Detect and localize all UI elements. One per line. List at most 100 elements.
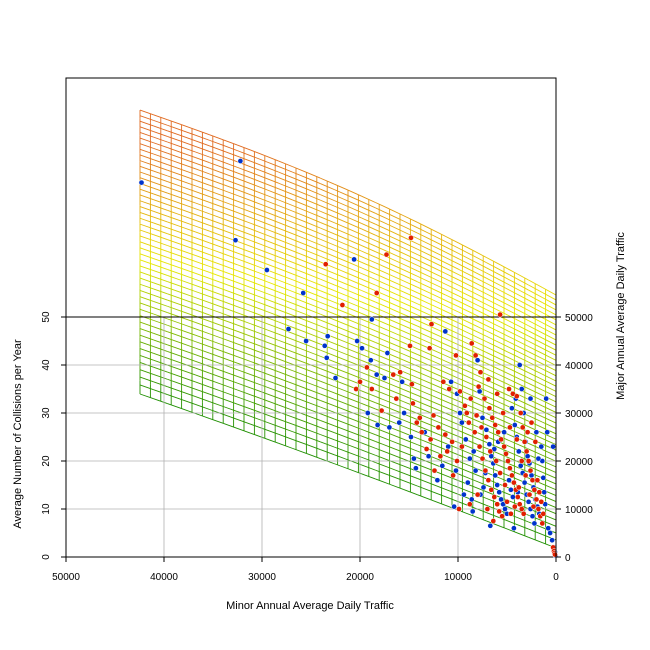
surface-arc: [139, 315, 155, 321]
surface-arc: [278, 239, 293, 246]
surface-arc: [458, 322, 473, 331]
surface-arc: [264, 245, 279, 252]
surface-arc: [278, 404, 293, 411]
data-point: [535, 455, 542, 462]
data-point: [494, 390, 501, 397]
surface-arc: [389, 252, 404, 260]
surface-arc: [389, 475, 404, 482]
surface-arc: [236, 206, 252, 213]
surface-arc: [458, 269, 474, 277]
surface-arc: [347, 324, 363, 332]
surface-arc: [361, 473, 376, 480]
surface-arc: [375, 441, 390, 448]
data-point: [232, 237, 239, 244]
surface-arc: [181, 256, 196, 262]
surface-arc: [541, 327, 557, 336]
surface-arc: [541, 302, 557, 311]
surface-arc: [361, 195, 376, 204]
surface-arc: [264, 292, 279, 299]
surface-arc: [403, 425, 418, 433]
surface-arc: [528, 448, 543, 456]
surface-arc: [209, 289, 224, 296]
surface-arc: [389, 208, 404, 217]
surface-arc: [375, 353, 390, 361]
surface-arc: [278, 160, 293, 168]
surface-arc: [223, 189, 238, 196]
data-point: [496, 508, 503, 515]
surface-arc: [139, 194, 155, 201]
data-point: [503, 450, 509, 457]
surface-arc: [333, 189, 349, 196]
surface-arc: [181, 169, 196, 175]
surface-arc: [264, 233, 279, 241]
surface-arc: [223, 161, 238, 168]
surface-arc: [306, 177, 321, 185]
surface-arc: [375, 396, 390, 403]
surface-arc: [139, 171, 155, 178]
surface-arc: [472, 276, 487, 284]
surface-arc: [500, 442, 515, 450]
data-point: [440, 378, 447, 385]
surface-arc: [528, 536, 543, 543]
surface-arc: [320, 449, 335, 456]
data-point: [462, 436, 469, 443]
x-tick-label: 30000: [248, 572, 276, 583]
surface-arc: [458, 366, 473, 374]
surface-arc: [347, 272, 363, 280]
surface-arc: [333, 446, 349, 453]
surface-arc: [167, 364, 182, 371]
data-point: [547, 530, 553, 536]
surface-arc: [264, 298, 279, 305]
surface-arc: [139, 109, 155, 116]
surface-arc: [292, 250, 307, 257]
surface-arc: [389, 446, 404, 453]
surface-arc: [458, 430, 473, 437]
surface-arc: [389, 460, 404, 467]
surface-arc: [528, 528, 543, 535]
surface-arc: [417, 237, 432, 246]
data-point: [504, 498, 510, 505]
surface-arc: [458, 344, 473, 352]
surface-arc: [320, 177, 335, 185]
surface-arc: [500, 453, 515, 461]
surface-arc: [514, 414, 529, 422]
surface-arc: [139, 277, 155, 284]
surface-arc: [139, 341, 155, 348]
surface-arc: [444, 267, 460, 276]
surface-arc: [444, 496, 460, 503]
surface-arc: [541, 471, 557, 479]
surface-arc: [320, 337, 335, 344]
surface-arc: [209, 260, 224, 266]
surface-arc: [458, 487, 473, 494]
surface-arc: [264, 385, 279, 392]
surface-arc: [306, 388, 321, 395]
surface-arc: [167, 371, 182, 378]
surface-arc: [181, 286, 196, 292]
y-axis-title: Average Number of Collisions per Year: [12, 339, 24, 529]
surface-arc: [333, 227, 349, 235]
data-point: [462, 402, 468, 409]
surface-arc: [361, 206, 376, 214]
surface-arc: [236, 276, 252, 283]
surface-arc: [153, 276, 168, 283]
surface-arc: [417, 264, 432, 273]
surface-arc: [347, 244, 363, 252]
surface-arc: [195, 231, 210, 238]
data-point: [453, 352, 459, 359]
surface-arc: [389, 307, 404, 315]
data-point: [439, 462, 446, 469]
data-point: [494, 482, 501, 488]
surface-arc: [431, 282, 446, 290]
surface-arc: [306, 308, 321, 315]
data-point: [425, 453, 432, 460]
surface-arc: [472, 472, 487, 480]
surface-arc: [195, 272, 210, 279]
surface-arc: [417, 457, 432, 464]
data-point: [541, 489, 548, 496]
surface-arc: [347, 330, 363, 338]
surface-arc: [500, 396, 515, 405]
surface-arc: [264, 353, 279, 360]
surface-arc: [250, 354, 265, 361]
surface-arc: [347, 239, 363, 247]
surface-arc: [458, 301, 473, 309]
